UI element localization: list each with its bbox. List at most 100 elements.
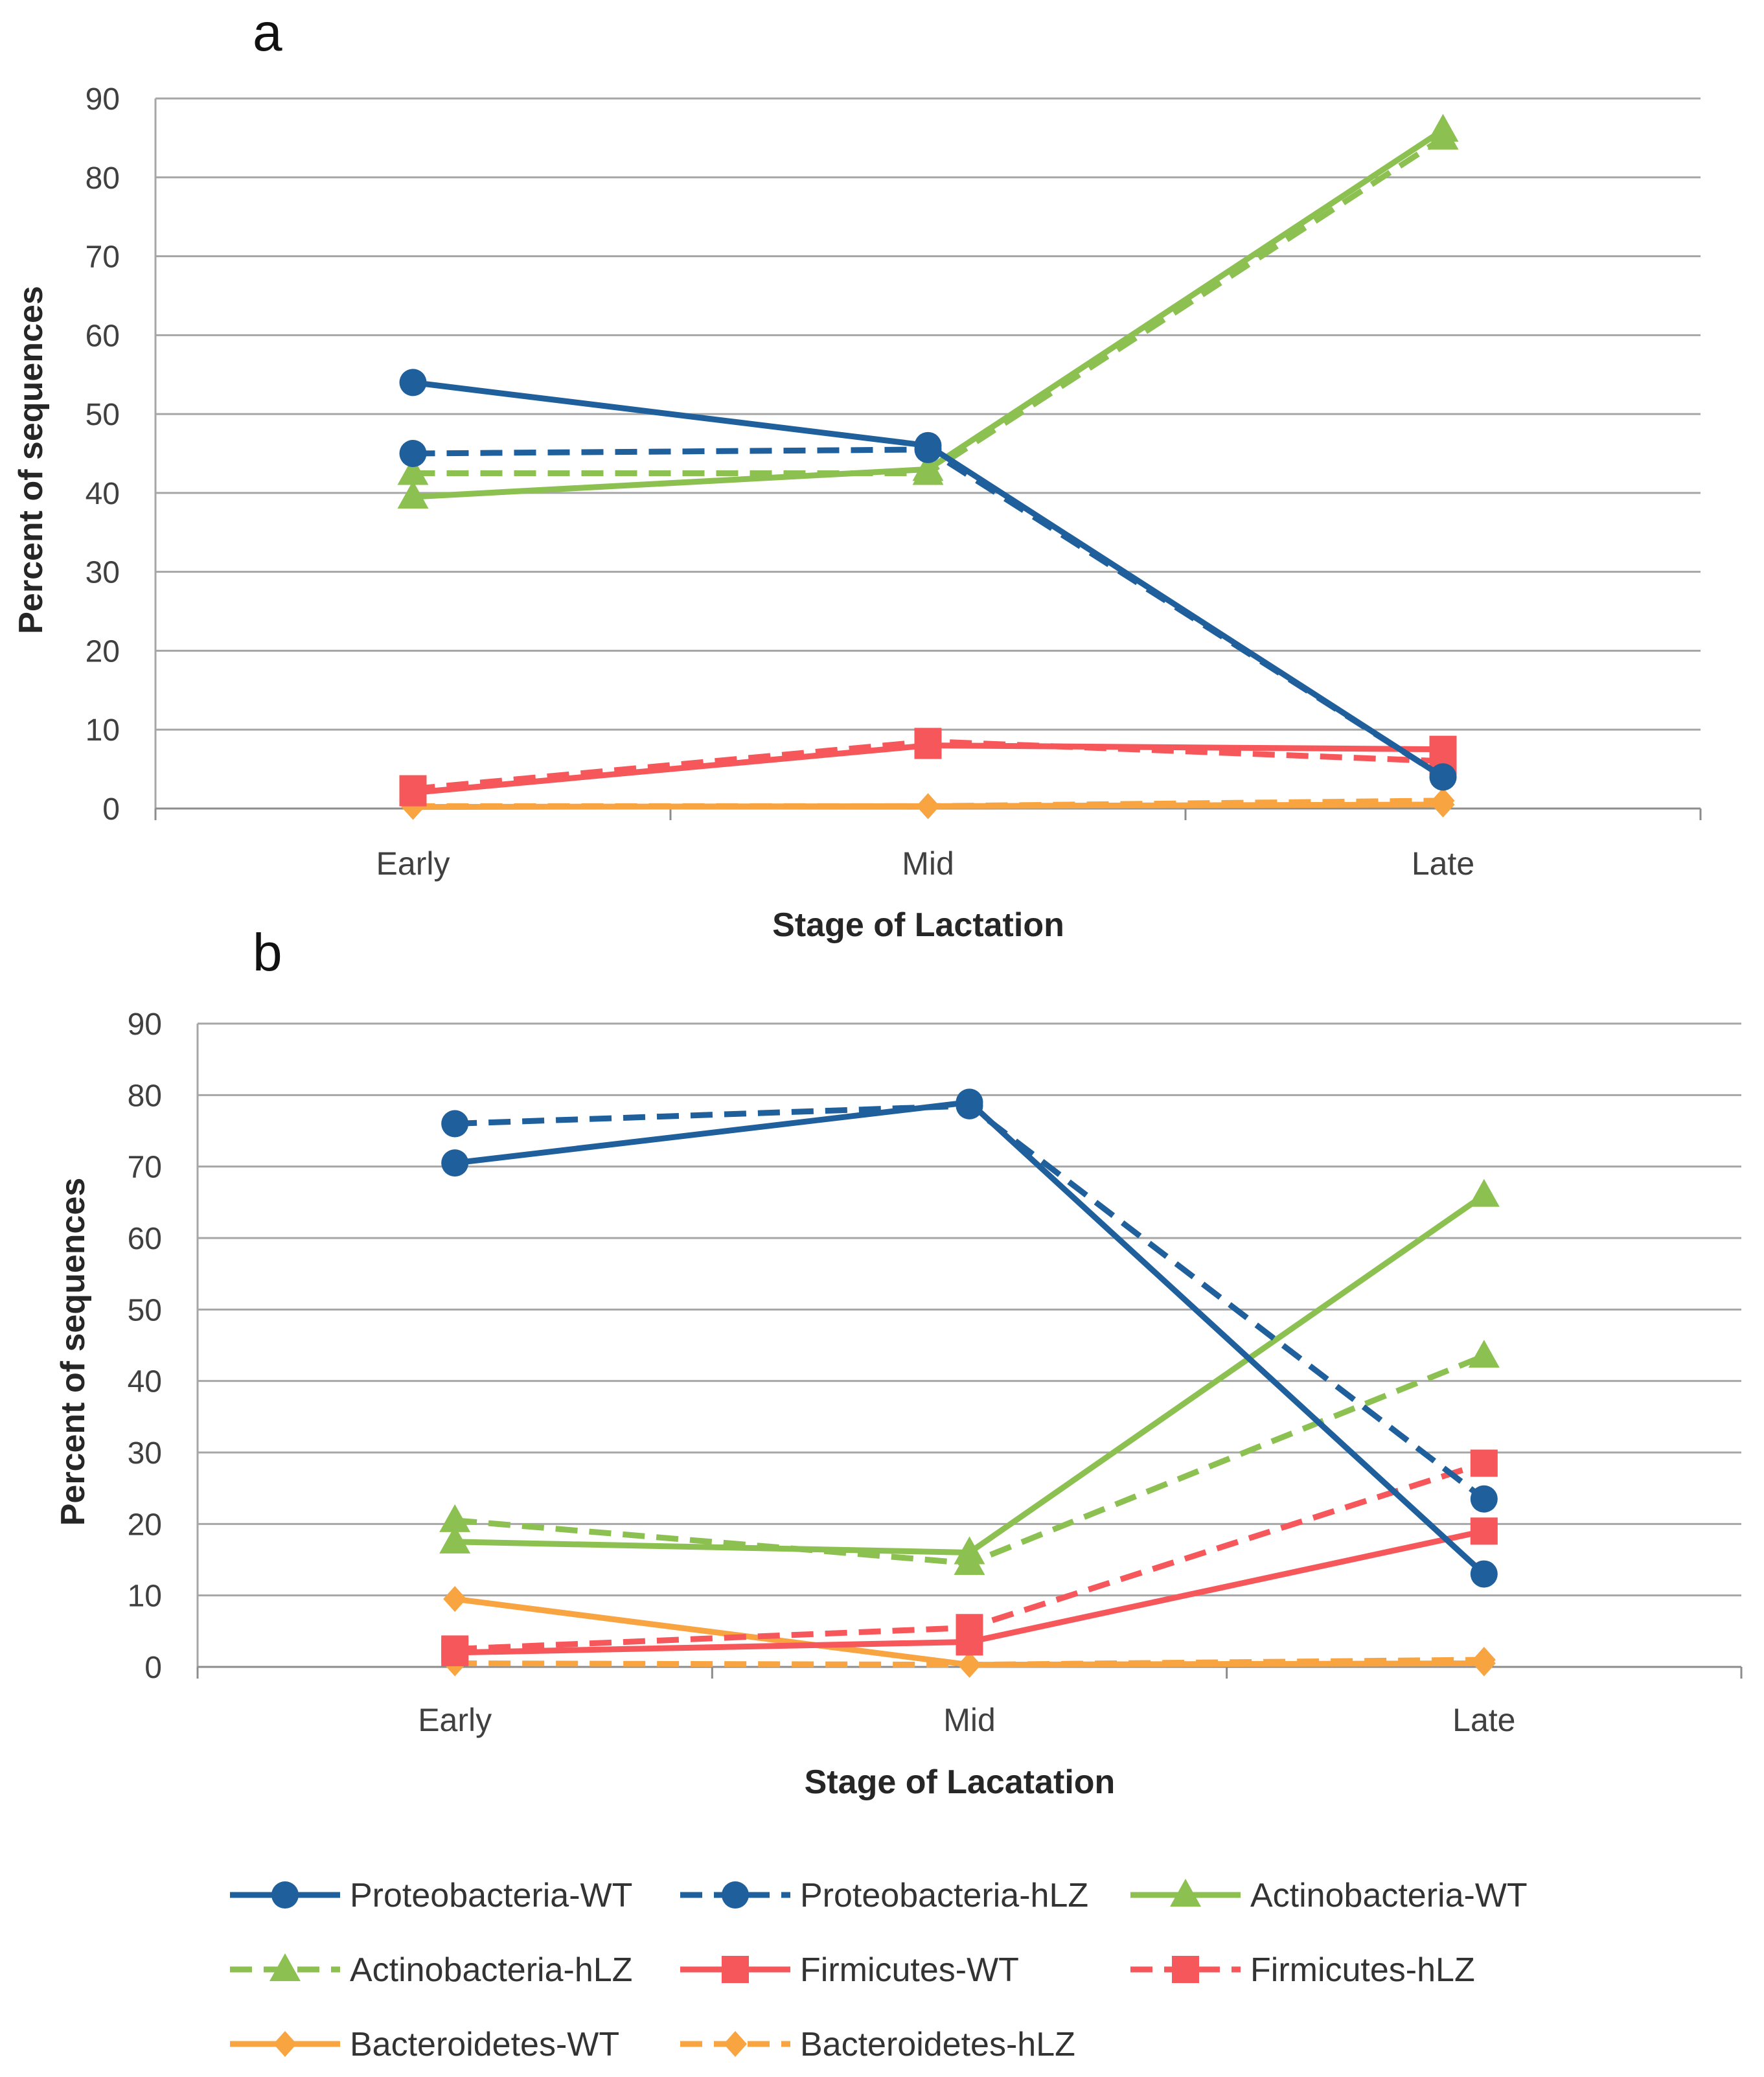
y-tick-label: 30 xyxy=(86,556,120,590)
y-tick-label: 30 xyxy=(128,1436,162,1471)
data-point xyxy=(441,1149,469,1177)
legend-entry-bacteroidetes-hlz: Bacteroidetes-hLZ xyxy=(680,2026,1075,2063)
x-axis-title: Stage of Lactation xyxy=(772,906,1064,944)
legend-marker xyxy=(724,2031,747,2057)
data-point xyxy=(954,1536,985,1565)
series-bacteroidetes-wt xyxy=(443,1586,1496,1678)
x-axis-title: Stage of Lacatation xyxy=(805,1763,1116,1801)
y-tick-label: 70 xyxy=(128,1151,162,1185)
legend-marker xyxy=(273,2031,297,2057)
legend-label: Bacteroidetes-WT xyxy=(350,2026,619,2063)
data-point xyxy=(441,1110,469,1138)
data-point xyxy=(397,480,429,509)
data-point xyxy=(1470,1517,1498,1545)
legend-marker xyxy=(269,1953,301,1981)
chart-panel-b: b 0 10 20 30 40 50 60 70 80 90 Early Mid Late Stage of… xyxy=(54,923,1743,1801)
y-tick-label: 40 xyxy=(86,477,120,511)
data-point xyxy=(1472,1650,1496,1677)
series-proteobacteria-hlz xyxy=(441,1092,1498,1513)
y-tick-label: 60 xyxy=(128,1222,162,1256)
data-point xyxy=(1470,1560,1498,1588)
y-tick-label: 50 xyxy=(128,1293,162,1327)
data-point xyxy=(1470,1485,1498,1513)
data-point xyxy=(914,731,942,759)
legend-marker xyxy=(722,1956,749,1983)
series-actinobacteria-hlz xyxy=(397,121,1459,485)
y-axis-title: Percent of sequences xyxy=(54,1178,92,1526)
data-point xyxy=(1429,763,1457,791)
legend-label: Actinobacteria-hLZ xyxy=(350,1951,632,1989)
data-point xyxy=(957,1651,981,1678)
legend-label: Firmicutes-WT xyxy=(800,1951,1019,1989)
legend-label: Bacteroidetes-hLZ xyxy=(800,2026,1075,2063)
series-proteobacteria-wt xyxy=(399,369,1457,791)
legend-marker xyxy=(271,1881,299,1909)
legend-entry-actinobacteria-wt: Actinobacteria-WT xyxy=(1130,1877,1528,1914)
chart-panel-a: a 0 10 20 30 40 50 60 70 80 90 Early Mid Late Stage of… xyxy=(12,3,1702,944)
data-point xyxy=(399,779,427,807)
x-tick-label-late: Late xyxy=(1412,845,1474,882)
data-point xyxy=(1429,735,1457,763)
legend-entry-actinobacteria-hlz: Actinobacteria-hLZ xyxy=(230,1951,632,1989)
data-point xyxy=(1470,1449,1498,1477)
data-point xyxy=(1468,1178,1500,1207)
legend-marker xyxy=(1172,1956,1199,1983)
legend-marker xyxy=(1170,1879,1201,1907)
series-firmicutes-wt xyxy=(399,731,1457,807)
legend-label: Firmicutes-hLZ xyxy=(1250,1951,1475,1989)
y-tick-label: 0 xyxy=(144,1651,162,1685)
series-line xyxy=(413,446,1445,780)
series-line xyxy=(454,1099,1486,1576)
data-point xyxy=(916,793,940,820)
data-point xyxy=(914,431,942,459)
legend-label: Proteobacteria-hLZ xyxy=(800,1877,1088,1914)
panel-letter: b xyxy=(253,923,282,982)
series-line xyxy=(413,135,1445,476)
x-tick-label-mid: Mid xyxy=(902,845,954,882)
series-actinobacteria-wt xyxy=(439,1178,1500,1565)
series-line xyxy=(454,1353,1485,1566)
data-point xyxy=(399,369,427,396)
legend-entry-bacteroidetes-wt: Bacteroidetes-WT xyxy=(230,2026,619,2063)
y-tick-label: 80 xyxy=(128,1079,162,1113)
data-point xyxy=(956,1628,983,1656)
data-point xyxy=(1427,113,1459,142)
legend-label: Proteobacteria-WT xyxy=(350,1877,632,1914)
y-tick-label: 40 xyxy=(128,1365,162,1399)
y-tick-label: 60 xyxy=(86,319,120,353)
x-tick-label-early: Early xyxy=(376,845,450,882)
data-point xyxy=(397,457,429,485)
series-line xyxy=(455,1193,1486,1555)
data-point xyxy=(443,1586,467,1612)
legend-entry-firmicutes-hlz: Firmicutes-hLZ xyxy=(1130,1951,1475,1989)
data-point xyxy=(1431,791,1455,818)
data-point xyxy=(439,1525,471,1554)
legend-entry-firmicutes-wt: Firmicutes-WT xyxy=(680,1951,1019,1989)
data-point xyxy=(439,1504,471,1532)
y-tick-label: 0 xyxy=(102,792,120,827)
y-tick-label: 10 xyxy=(128,1579,162,1614)
data-point xyxy=(399,440,427,467)
x-tick-label-late: Late xyxy=(1452,1702,1515,1738)
y-tick-label: 70 xyxy=(86,240,120,275)
x-tick-label-early: Early xyxy=(418,1702,492,1738)
data-point xyxy=(912,453,944,481)
y-tick-label: 90 xyxy=(86,82,120,117)
series-bacteroidetes-wt xyxy=(401,791,1455,820)
series-firmicutes-wt xyxy=(441,1517,1498,1666)
legend-entry-proteobacteria-hlz: Proteobacteria-hLZ xyxy=(680,1877,1088,1914)
legend-marker xyxy=(722,1881,749,1909)
y-tick-label: 20 xyxy=(86,634,120,669)
legend-label: Actinobacteria-WT xyxy=(1250,1877,1528,1914)
y-tick-label: 10 xyxy=(86,713,120,748)
y-tick-label: 90 xyxy=(128,1007,162,1042)
series-proteobacteria-wt xyxy=(441,1088,1498,1588)
panel-letter: a xyxy=(253,3,282,62)
y-tick-label: 50 xyxy=(86,398,120,432)
y-tick-label: 20 xyxy=(128,1508,162,1542)
legend: Proteobacteria-WT Proteobacteria-hLZ Actin… xyxy=(230,1877,1528,2063)
series-actinobacteria-wt xyxy=(397,113,1459,509)
data-point xyxy=(956,1088,983,1116)
y-tick-label: 80 xyxy=(86,161,120,196)
